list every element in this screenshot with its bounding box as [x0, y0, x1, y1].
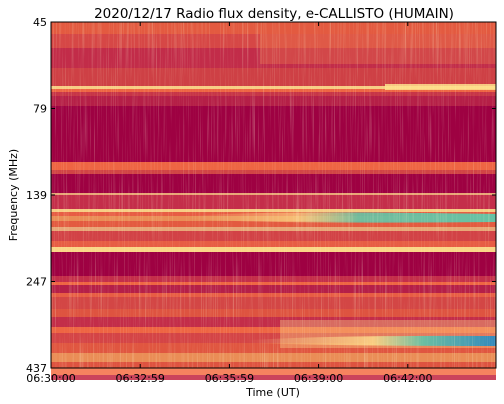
x-tick-label: 06:42:00 [383, 372, 432, 385]
x-tick-label: 06:32:59 [115, 372, 164, 385]
y-tick-label: 247 [26, 276, 47, 289]
x-tick-label: 06:30:00 [26, 372, 75, 385]
noise-texture [51, 22, 496, 368]
y-tick-label: 79 [33, 103, 47, 116]
y-tick-label: 437 [26, 362, 47, 375]
x-axis-title: Time (UT) [245, 386, 300, 399]
y-tick-label: 45 [33, 16, 47, 29]
x-axis: 06:30:00 06:32:59 06:35:59 06:39:00 06:42:00 [26, 22, 433, 385]
y-axis: 45 79 139 247 437 [26, 16, 496, 375]
y-tick-label: 139 [26, 189, 47, 202]
y-axis-title: Frequency (MHz) [7, 149, 20, 241]
frequency-band [51, 375, 496, 380]
x-tick-label: 06:35:59 [205, 372, 254, 385]
x-tick-label: 06:39:00 [294, 372, 343, 385]
frequency-band [51, 368, 496, 375]
chart-title: 2020/12/17 Radio flux density, e-CALLIST… [94, 6, 454, 22]
plot-area [50, 21, 497, 380]
